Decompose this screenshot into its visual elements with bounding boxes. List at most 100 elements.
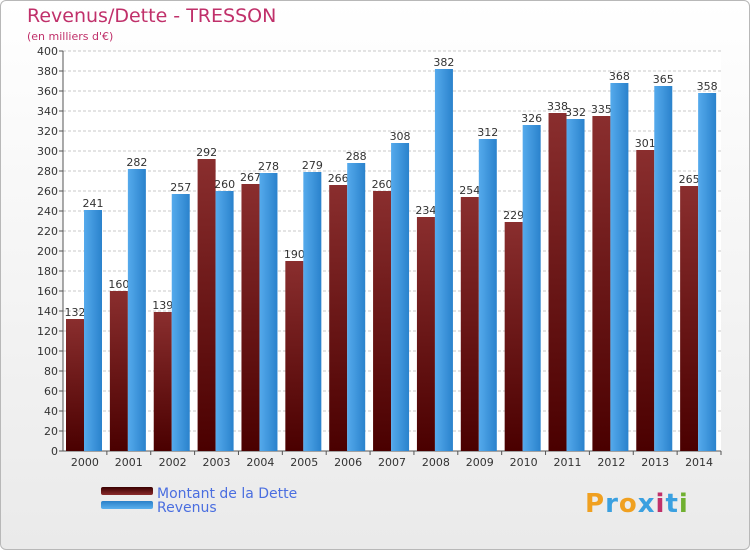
bar-dette [373, 191, 392, 451]
logo-letter: r [605, 489, 619, 519]
y-tick-label: 320 [37, 125, 58, 138]
x-tick-label: 2000 [71, 456, 99, 469]
bar-revenus [303, 172, 322, 451]
data-label-revenus: 260 [214, 178, 235, 191]
data-label-revenus: 288 [346, 150, 367, 163]
bar-revenus [127, 169, 146, 451]
logo-letter: i [678, 489, 689, 519]
bar-revenus [478, 139, 497, 451]
logo-letter: i [655, 489, 666, 519]
y-tick-label: 160 [37, 285, 58, 298]
y-tick-label: 280 [37, 165, 58, 178]
x-tick-label: 2005 [290, 456, 318, 469]
y-tick-label: 20 [44, 425, 58, 438]
data-label-revenus: 241 [83, 197, 104, 210]
y-tick-label: 80 [44, 365, 58, 378]
bar-revenus [434, 69, 453, 451]
data-label-dette: 335 [591, 103, 612, 116]
data-label-revenus: 312 [477, 126, 498, 139]
data-label-dette: 132 [65, 306, 86, 319]
x-tick-label: 2006 [334, 456, 362, 469]
legend-label-dette: Montant de la Dette [157, 486, 298, 502]
data-label-revenus: 278 [258, 160, 279, 173]
x-tick-label: 2007 [378, 456, 406, 469]
y-tick-label: 120 [37, 325, 58, 338]
data-label-revenus: 326 [521, 112, 542, 125]
bar-dette [460, 197, 479, 451]
bar-chart: 0 20 40 60 80 100 120 140 160 180 200 220 240 260 280 3… [37, 45, 722, 469]
y-tick-label: 300 [37, 145, 58, 158]
data-label-revenus: 257 [170, 181, 191, 194]
x-tick-label: 2012 [597, 456, 625, 469]
bar-dette [592, 116, 611, 451]
legend-label-revenus: Revenus [157, 500, 217, 516]
data-label-dette: 190 [284, 248, 305, 261]
data-label-dette: 267 [240, 171, 261, 184]
y-tick-label: 140 [37, 305, 58, 318]
data-label-revenus: 365 [653, 73, 674, 86]
logo-letter: t [665, 489, 679, 519]
y-tick-label: 60 [44, 385, 58, 398]
bar-dette [197, 159, 216, 451]
bar-dette [153, 312, 172, 451]
legend-swatch-dette [101, 487, 153, 495]
x-tick-label: 2011 [553, 456, 581, 469]
y-tick-label: 400 [37, 45, 58, 58]
x-tick-label: 2004 [246, 456, 274, 469]
bar-revenus [698, 93, 717, 451]
bar-revenus [522, 125, 541, 451]
y-tick-label: 380 [37, 65, 58, 78]
chart-title: Revenus/Dette - TRESSON [27, 5, 277, 27]
logo-letter: o [618, 489, 638, 519]
data-label-revenus: 282 [126, 156, 147, 169]
y-tick-label: 180 [37, 265, 58, 278]
logo-letter: P [585, 489, 606, 519]
bar-revenus [215, 191, 234, 451]
bar-dette [66, 319, 84, 451]
data-label-dette: 338 [547, 100, 568, 113]
bar-revenus [654, 86, 673, 451]
data-label-dette: 234 [415, 204, 436, 217]
bar-revenus [566, 119, 585, 451]
y-tick-label: 240 [37, 205, 58, 218]
logo-letter: x [637, 489, 656, 519]
x-tick-label: 2008 [422, 456, 450, 469]
x-tick-label: 2010 [510, 456, 538, 469]
bar-revenus [171, 194, 190, 451]
bar-dette [329, 185, 348, 451]
x-tick-label: 2001 [115, 456, 143, 469]
bar-dette [680, 186, 699, 451]
chart-subtitle: (en milliers d'€) [27, 30, 114, 43]
data-label-dette: 260 [372, 178, 393, 191]
x-tick-label: 2009 [466, 456, 494, 469]
bar-dette [548, 113, 567, 451]
data-label-dette: 265 [679, 173, 700, 186]
data-label-revenus: 279 [302, 159, 323, 172]
data-label-revenus: 332 [565, 106, 586, 119]
bar-revenus [84, 210, 102, 451]
data-label-revenus: 368 [609, 70, 630, 83]
proxiti-logo: Proxiti [585, 489, 689, 519]
bar-dette [241, 184, 260, 451]
data-label-dette: 160 [108, 278, 129, 291]
x-tick-label: 2003 [203, 456, 231, 469]
x-tick-label: 2014 [685, 456, 713, 469]
y-tick-label: 100 [37, 345, 58, 358]
bar-revenus [610, 83, 629, 451]
bar-revenus [259, 173, 278, 451]
bar-dette [416, 217, 435, 451]
bar-revenus [347, 163, 366, 451]
data-label-dette: 254 [459, 184, 480, 197]
bar-revenus [391, 143, 410, 451]
y-tick-label: 200 [37, 245, 58, 258]
bar-dette [109, 291, 128, 451]
y-tick-label: 0 [51, 445, 58, 458]
bar-dette [636, 150, 655, 451]
y-tick-label: 220 [37, 225, 58, 238]
bar-dette [285, 261, 304, 451]
x-tick-label: 2002 [159, 456, 187, 469]
data-label-dette: 301 [635, 137, 656, 150]
data-label-dette: 229 [503, 209, 524, 222]
bar-dette [504, 222, 523, 451]
